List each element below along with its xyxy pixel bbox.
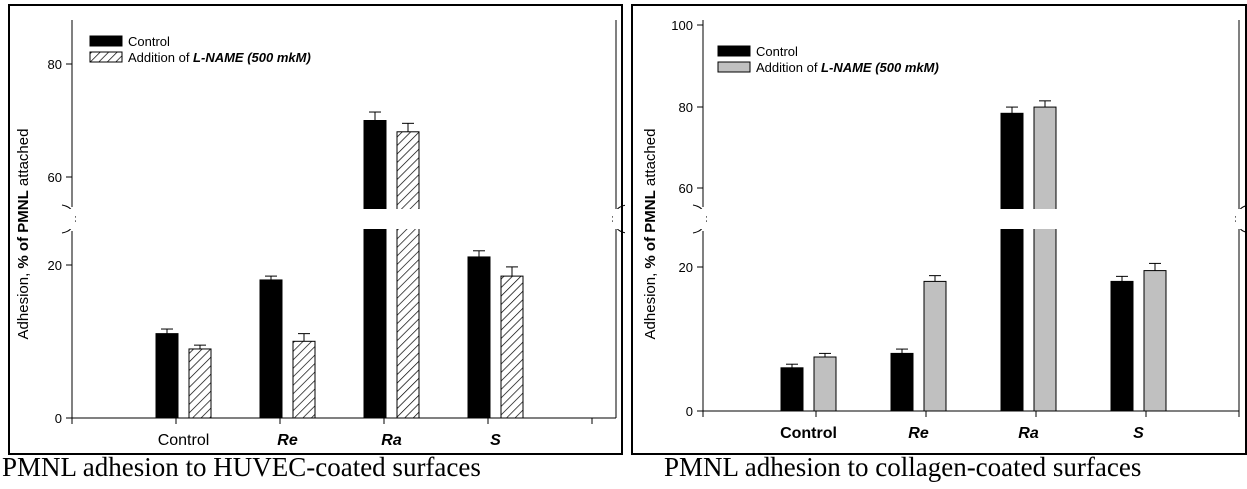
y-axis-label-prefix: Adhesion, xyxy=(15,269,32,340)
axis-break-gap xyxy=(69,209,75,229)
bar-lname-s xyxy=(1143,270,1167,412)
legend-label-control: Control xyxy=(128,34,170,49)
y-tick-label: 60 xyxy=(679,181,693,196)
legend-label-lname-prefix: Addition of xyxy=(756,60,821,75)
bar-control-control xyxy=(155,333,179,419)
bar-control-s xyxy=(467,256,491,419)
caption-collagen: PMNL adhesion to collagen-coated surface… xyxy=(664,452,1142,482)
y-axis-label-prefix: Adhesion, xyxy=(642,269,659,340)
y-axis-label-bold: % of PMNL xyxy=(15,190,32,268)
legend-label-lname-bold: L-NAME (500 mkM) xyxy=(821,60,939,75)
bar-break-gap xyxy=(1000,209,1024,229)
caption-huvec: PMNL adhesion to HUVEC-coated surfaces xyxy=(2,452,481,482)
x-category-label: S xyxy=(490,432,501,449)
bar-break-gap xyxy=(1033,209,1057,229)
bar-break-gap xyxy=(363,209,387,229)
x-category-label: S xyxy=(1133,425,1144,442)
x-category-label: Control xyxy=(780,425,837,442)
bar-control-ra xyxy=(1000,112,1024,412)
y-axis-label-suffix: attached xyxy=(15,129,32,191)
legend-swatch-control xyxy=(717,45,751,57)
bar-control-re xyxy=(259,279,283,419)
y-axis-label: Adhesion, % of PMNL attached xyxy=(15,129,32,340)
y-tick-label: 20 xyxy=(48,258,62,273)
x-category-label: Re xyxy=(908,425,929,442)
y-tick-label: 80 xyxy=(48,57,62,72)
y-axis-label: Adhesion, % of PMNL attached xyxy=(642,129,659,340)
axis-break-gap xyxy=(700,209,706,229)
y-tick-label: 60 xyxy=(48,170,62,185)
x-category-label: Ra xyxy=(381,432,402,449)
bar-break-gap xyxy=(396,209,420,229)
y-tick-label: 100 xyxy=(671,18,693,33)
collagen-adhesion-chart: 0 20 60 80 100 Adhesion, % of PMNL attached Co… xyxy=(642,18,1247,442)
chart-panel-collagen: 0 20 60 80 100 Adhesion, % of PMNL attached Co… xyxy=(631,4,1247,455)
legend-swatch-control xyxy=(89,35,123,47)
bar-lname-ra xyxy=(396,131,420,419)
y-tick-label: 20 xyxy=(679,260,693,275)
huvec-adhesion-chart: 0 20 60 80 Adhesion, % of PMNL attached Contr… xyxy=(15,20,625,449)
y-tick-label: 0 xyxy=(686,404,693,419)
bar-lname-s xyxy=(500,275,524,419)
x-category-label: Re xyxy=(277,432,298,449)
legend-label-lname: Addition of L-NAME (500 mkM) xyxy=(756,60,939,75)
x-category-label: Control xyxy=(158,432,210,449)
legend-swatch-lname xyxy=(717,61,751,73)
legend-label-lname-prefix: Addition of xyxy=(128,50,193,65)
legend-label-lname: Addition of L-NAME (500 mkM) xyxy=(128,50,311,65)
y-axis-label-bold: % of PMNL xyxy=(642,190,659,268)
chart-panel-huvec: 0 20 60 80 Adhesion, % of PMNL attached Contr… xyxy=(8,4,625,455)
legend-label-control: Control xyxy=(756,44,798,59)
legend-swatch-lname xyxy=(89,51,123,63)
bar-lname-control xyxy=(813,356,837,412)
bar-lname-control xyxy=(188,348,212,419)
bar-lname-re xyxy=(923,280,947,412)
y-tick-label: 80 xyxy=(679,100,693,115)
legend-label-lname-bold: L-NAME (500 mkM) xyxy=(193,50,311,65)
bar-control-s xyxy=(1110,280,1134,412)
y-tick-label: 0 xyxy=(55,411,62,426)
bar-control-re xyxy=(890,352,914,412)
bar-control-ra xyxy=(363,120,387,419)
bar-lname-ra xyxy=(1033,106,1057,412)
axis-break-gap xyxy=(1236,209,1242,229)
x-category-label: Ra xyxy=(1018,425,1039,442)
bar-control-control xyxy=(780,367,804,412)
y-axis-label-suffix: attached xyxy=(642,129,659,191)
bar-lname-re xyxy=(292,340,316,419)
axis-break-gap xyxy=(613,209,619,229)
